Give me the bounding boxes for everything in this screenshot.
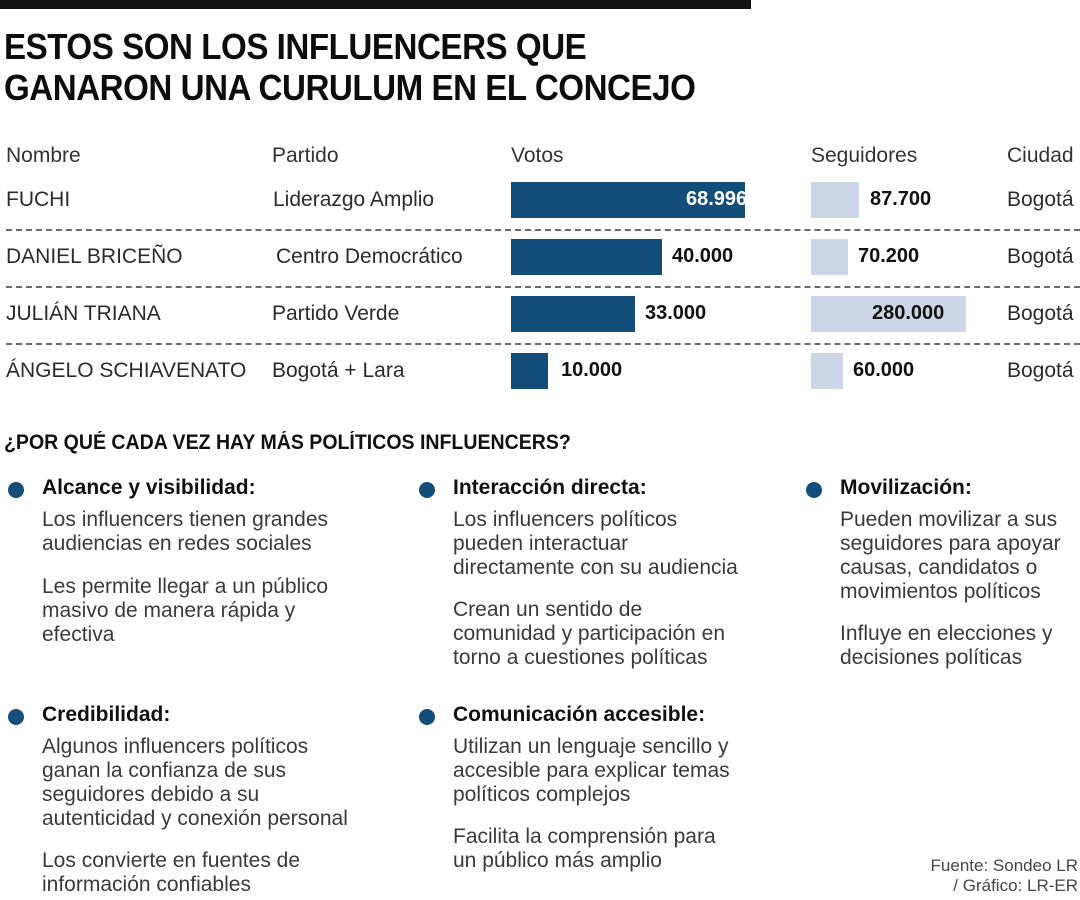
reason-text: Crean un sentido de comunidad y particip… — [453, 598, 725, 669]
table-row: DANIEL BRICEÑO Centro Democrático 40.000… — [0, 229, 1080, 286]
reason-title: Alcance y visibilidad: — [42, 476, 256, 499]
row-nombre: FUCHI — [6, 188, 71, 211]
seguidores-value: 280.000 — [872, 302, 945, 324]
table-row: ÁNGELO SCHIAVENATO Bogotá + Lara 10.000 … — [0, 343, 1080, 400]
reason-text: Les permite llegar a un público masivo d… — [42, 575, 329, 646]
top-rule — [0, 0, 751, 9]
votos-bar — [511, 296, 635, 332]
votos-value: 10.000 — [561, 359, 623, 381]
seguidores-value: 70.200 — [858, 245, 920, 267]
reason-text: Pueden movilizar a sus seguidores para a… — [840, 508, 1061, 603]
seguidores-value: 87.700 — [870, 188, 932, 210]
seguidores-value: 60.000 — [853, 359, 915, 381]
header-votos: Votos — [511, 144, 564, 167]
row-nombre: ÁNGELO SCHIAVENATO — [6, 359, 247, 382]
reason-text: Los convierte en fuentes de información … — [42, 849, 301, 896]
bullet-icon — [8, 709, 24, 725]
votos-bar — [511, 239, 662, 275]
row-partido: Liderazgo Amplio — [273, 188, 435, 211]
row-ciudad: Bogotá — [1007, 302, 1074, 325]
reason-alcance: Alcance y visibilidad: Los influencers t… — [8, 476, 388, 676]
seguidores-bar — [811, 296, 966, 332]
reason-text: Los influencers políticos pueden interac… — [453, 508, 738, 579]
row-nombre: DANIEL BRICEÑO — [6, 245, 183, 268]
bullet-icon — [806, 482, 822, 498]
reason-title: Interacción directa: — [453, 476, 647, 499]
header-ciudad: Ciudad — [1007, 144, 1074, 167]
reason-title: Credibilidad: — [42, 703, 171, 726]
header-nombre: Nombre — [6, 144, 81, 167]
table-row: FUCHI Liderazgo Amplio 68.996 87.700 Bog… — [0, 172, 1080, 229]
reason-title: Comunicación accesible: — [453, 703, 706, 726]
section-heading: ¿POR QUÉ CADA VEZ HAY MÁS POLÍTICOS INFL… — [4, 431, 571, 454]
row-partido: Centro Democrático — [276, 245, 463, 268]
reason-text: Los influencers tienen grandes audiencia… — [42, 508, 329, 555]
seguidores-bar — [811, 182, 859, 218]
bullet-icon — [419, 709, 435, 725]
row-nombre: JULIÁN TRIANA — [6, 302, 161, 325]
reason-title: Movilización: — [840, 476, 972, 499]
row-partido: Partido Verde — [272, 302, 400, 325]
header-seguidores: Seguidores — [811, 144, 918, 167]
row-ciudad: Bogotá — [1007, 359, 1074, 382]
row-divider — [6, 343, 1080, 345]
title-line-2: GANARON UNA CURULUM EN EL CONCEJO — [4, 67, 696, 108]
source-credit: Fuente: Sondeo LR / Gráfico: LR-ER — [930, 856, 1078, 895]
reason-text: Influye en elecciones y decisiones polít… — [840, 622, 1053, 669]
votos-bar — [511, 353, 548, 389]
row-partido: Bogotá + Lara — [272, 359, 405, 382]
table-row: JULIÁN TRIANA Partido Verde 33.000 280.0… — [0, 286, 1080, 343]
seguidores-bar — [811, 353, 843, 389]
reason-text: Utilizan un lenguaje sencillo y accesibl… — [453, 735, 730, 806]
row-ciudad: Bogotá — [1007, 188, 1074, 211]
row-divider — [6, 229, 1080, 231]
header-partido: Partido — [272, 144, 339, 167]
votos-value: 68.996 — [686, 188, 748, 210]
reason-text: Facilita la comprensión para un público … — [453, 825, 716, 872]
row-ciudad: Bogotá — [1007, 245, 1074, 268]
page-title: ESTOS SON LOS INFLUENCERS QUE GANARON UN… — [4, 26, 696, 108]
reason-comunicacion: Comunicación accesible: Utilizan un leng… — [419, 703, 789, 898]
reason-credibilidad: Credibilidad: Algunos influencers políti… — [8, 703, 398, 898]
bullet-icon — [8, 482, 24, 498]
reason-text: Algunos influencers políticos ganan la c… — [42, 735, 348, 830]
votos-bar — [511, 182, 745, 218]
seguidores-bar — [811, 239, 848, 275]
bullet-icon — [419, 482, 435, 498]
reason-interaccion: Interacción directa: Los influencers pol… — [419, 476, 789, 676]
votos-value: 40.000 — [672, 245, 734, 267]
votos-value: 33.000 — [645, 302, 707, 324]
row-divider — [6, 286, 1080, 288]
title-line-1: ESTOS SON LOS INFLUENCERS QUE — [4, 26, 587, 67]
reason-movilizacion: Movilización: Pueden movilizar a sus seg… — [806, 476, 1080, 676]
